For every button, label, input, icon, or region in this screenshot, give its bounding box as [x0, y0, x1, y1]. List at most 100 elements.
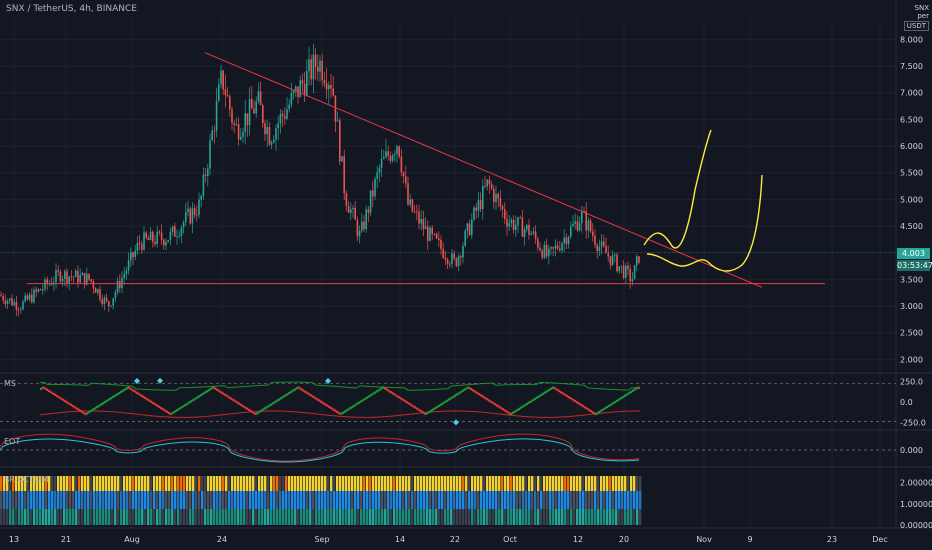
ms-oscillator-dot [153, 402, 156, 406]
ms-oscillator-dot [233, 399, 236, 402]
br-top-bar [318, 476, 321, 491]
br-low-bar [342, 509, 345, 525]
br-axis-label: 1.00000 [900, 500, 932, 509]
ms-oscillator-dot [174, 410, 176, 413]
ms-oscillator-dot [616, 399, 618, 403]
br-top-bar [243, 476, 246, 491]
ms-oscillator-dot [433, 407, 436, 410]
br-mid-bar [27, 491, 30, 509]
candle-body [86, 273, 88, 285]
br-low-bar [36, 509, 39, 525]
currency-unit[interactable]: USDT [903, 21, 929, 31]
ms-signal-marker [325, 378, 331, 385]
br-top-bar [417, 476, 420, 491]
br-mid-bar [282, 491, 285, 509]
br-top-bar [339, 476, 342, 491]
ms-oscillator-dot [328, 405, 330, 408]
br-top-bar [585, 476, 588, 491]
br-mid-bar [612, 491, 615, 509]
candle-body [72, 276, 75, 278]
candle-body [314, 54, 317, 67]
projection-path-lower [646, 174, 763, 272]
br-low-bar [330, 509, 333, 525]
candle-body [116, 280, 119, 293]
br-mid-bar [138, 491, 141, 509]
br-mid-bar [123, 491, 126, 509]
ms-oscillator-dot [352, 405, 354, 408]
candle-body [178, 235, 180, 237]
br-mid-bar [270, 491, 273, 509]
candle-body [319, 60, 321, 72]
br-mid-bar [177, 491, 180, 509]
br-mid-bar [585, 491, 588, 509]
candle-body [506, 218, 508, 227]
br-low-bar [381, 509, 384, 525]
candle-body [385, 151, 387, 158]
br-low-bar [321, 509, 324, 525]
br-top-bar [522, 476, 525, 491]
candle-body [284, 116, 286, 119]
eot-pane-label[interactable]: EOT [4, 437, 21, 446]
ms-oscillator-dot [638, 386, 640, 390]
br-top-bar [174, 476, 177, 491]
br-top-bar [192, 476, 195, 491]
br-low-bar [570, 509, 573, 525]
br-mid-bar [465, 491, 468, 509]
ms-oscillator-dot [171, 412, 173, 415]
candle-body [273, 139, 275, 143]
candle-body [77, 270, 79, 283]
ms-pane-label[interactable]: MS [4, 379, 16, 388]
br-mid-bar [300, 491, 303, 509]
ms-oscillator-dot [107, 398, 109, 402]
ms-oscillator-dot [425, 412, 428, 416]
br-top-bar [555, 476, 558, 491]
br-top-bar [606, 476, 609, 491]
br-mid-bar [30, 491, 33, 509]
candle-body [380, 158, 383, 168]
br-mid-bar [96, 491, 99, 509]
candle-body [189, 208, 191, 224]
br-low-bar [387, 509, 390, 525]
br-pane-label[interactable]: BR ACT.LIM [4, 475, 49, 484]
br-mid-bar [489, 491, 492, 509]
ms-oscillator-dot [230, 397, 232, 400]
candle-body [229, 96, 231, 110]
candle-body [277, 123, 279, 129]
br-low-bar [252, 509, 255, 525]
br-mid-bar [603, 491, 606, 509]
candle-body [255, 101, 257, 114]
ms-oscillator-dot [206, 390, 208, 393]
ms-oscillator-dot [569, 396, 572, 400]
br-low-bar [441, 509, 444, 525]
br-low-bar [408, 509, 411, 525]
br-top-bar [579, 476, 582, 491]
ms-oscillator-dot [204, 391, 207, 394]
ms-oscillator-dot [614, 400, 616, 404]
br-low-bar [366, 509, 369, 525]
candle-body [521, 217, 524, 237]
br-low-bar [33, 509, 36, 525]
br-low-bar [300, 509, 303, 525]
ms-oscillator-dot [240, 403, 242, 406]
br-top-bar [297, 476, 300, 491]
candle-body [583, 210, 585, 212]
ms-oscillator-dot [80, 409, 82, 413]
br-top-bar [27, 476, 30, 491]
candle-body [191, 208, 194, 224]
ms-oscillator-dot [363, 398, 365, 401]
br-low-bar [27, 509, 30, 525]
ms-oscillator-dot [544, 391, 546, 394]
br-low-bar [594, 509, 597, 525]
br-mid-bar [336, 491, 339, 509]
candle-body [248, 99, 251, 125]
br-mid-bar [171, 491, 174, 509]
candle-body [152, 231, 154, 242]
br-mid-bar [180, 491, 183, 509]
ms-oscillator-dot [195, 397, 197, 400]
br-mid-bar [3, 491, 6, 509]
ms-oscillator-dot [435, 406, 437, 409]
candle-body [33, 289, 35, 303]
candle-body [253, 108, 255, 114]
candle-body [462, 245, 464, 258]
